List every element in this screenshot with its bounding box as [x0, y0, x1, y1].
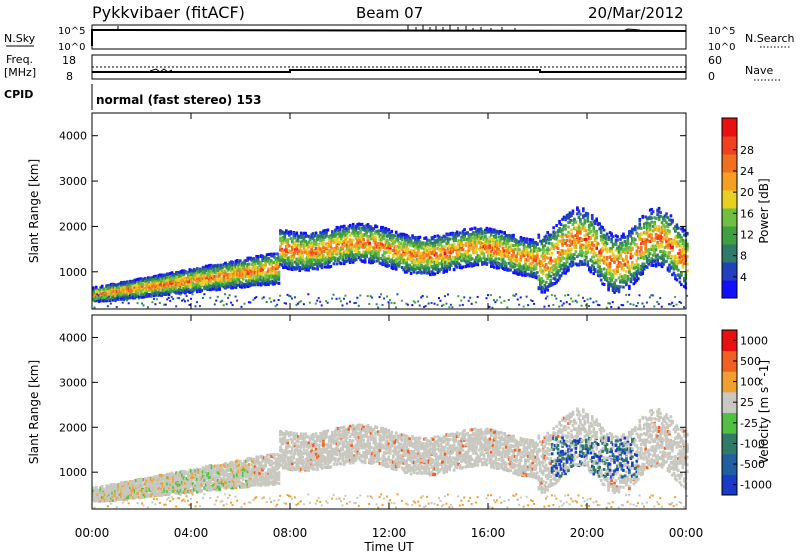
power-colorbar-segment — [722, 172, 737, 191]
velocity-colorbar-segment — [722, 412, 737, 434]
nsky-left-tick-bottom: 10^0 — [58, 42, 85, 53]
velocity-y-tick-label: 2000 — [59, 421, 87, 434]
power-colorbar-frame — [721, 117, 738, 299]
power-y-tick-label: 3000 — [59, 175, 87, 188]
velocity-colorbar-tick-label: -25 — [740, 417, 758, 430]
velocity-ylabel: Slant Range [km] — [27, 360, 41, 464]
freq-label-top: Freq. — [6, 53, 33, 66]
power-colorbar-segment — [722, 208, 737, 227]
x-tick-label: 20:00 — [570, 526, 605, 540]
power-y-tick-label: 2000 — [59, 220, 87, 233]
velocity-colorbar-segment — [722, 371, 737, 393]
velocity-colorbar-segment — [722, 474, 737, 496]
velocity-y-tick-label: 4000 — [59, 331, 87, 344]
nave-label: Nave — [745, 64, 773, 77]
power-colorbar-segment — [722, 226, 737, 245]
power-scatter — [92, 206, 689, 309]
station-title: Pykkvibaer (fitACF) — [92, 3, 245, 22]
nsearch-label: N.Search — [745, 32, 795, 45]
date-title: 20/Mar/2012 — [588, 4, 684, 22]
velocity-colorbar-tick-label: 500 — [740, 355, 761, 368]
power-colorbar-segment — [722, 136, 737, 155]
x-tick-label: 12:00 — [372, 526, 407, 540]
x-tick-label: 16:00 — [471, 526, 506, 540]
velocity-colorbar-tick-label: 1000 — [740, 334, 768, 347]
velocity-colorbar-tick-label: -100 — [740, 437, 765, 450]
power-colorbar-tick-label: 8 — [740, 250, 747, 263]
freq-trace — [92, 69, 686, 73]
nsky-left-tick-top: 10^5 — [58, 26, 85, 37]
cpid-label: CPID — [4, 88, 33, 101]
power-ylabel: Slant Range [km] — [27, 159, 41, 263]
x-tick-label: 00:00 — [669, 526, 704, 540]
cpid-text: normal (fast stereo) 153 — [96, 93, 262, 107]
nave-right-tick-bottom: 0 — [708, 70, 715, 83]
power-y-axis: 1000 2000 3000 4000 — [59, 130, 686, 279]
power-colorbar-segment — [722, 190, 737, 209]
nsky-panel: N.Sky 10^5 10^0 10^5 10^0 N.Search — [4, 24, 795, 53]
nsky-label: N.Sky — [4, 32, 36, 45]
freq-label-bottom: [MHz] — [4, 66, 36, 79]
velocity-colorbar-segment — [722, 453, 737, 475]
power-y-tick-label: 1000 — [59, 266, 87, 279]
beam-title: Beam 07 — [356, 4, 423, 22]
velocity-colorbar-segment — [722, 433, 737, 455]
x-tick-label: 00:00 — [75, 526, 110, 540]
velocity-y-axis: 1000 2000 3000 4000 — [59, 331, 686, 479]
power-colorbar-tick-label: 4 — [740, 271, 747, 284]
cpid-panel: CPID normal (fast stereo) 153 — [4, 84, 262, 110]
power-colorbar-segment — [722, 154, 737, 173]
nsearch-spikes — [117, 25, 641, 32]
freq-left-tick-top: 18 — [62, 54, 76, 67]
velocity-colorbar-segment — [722, 350, 737, 372]
power-colorbar-segment — [722, 118, 737, 137]
velocity-colorbar-tick-label: -1000 — [740, 479, 772, 492]
power-colorbar-tick-label: 24 — [740, 165, 754, 178]
velocity-colorbar: 1000 500 100 25 -25 -100 -500 -1000 — [721, 329, 772, 496]
power-colorbar: 4 8 12 16 20 24 28 — [721, 117, 754, 299]
power-colorbar-label: Power [dB] — [757, 178, 771, 243]
velocity-colorbar-tick-label: 100 — [740, 376, 761, 389]
time-xlabel: Time UT — [363, 540, 414, 554]
power-panel: 1000 2000 3000 4000 Slant Range [km] 4 8 12 16… — [27, 112, 771, 310]
power-colorbar-tick-label: 28 — [740, 144, 754, 157]
velocity-y-tick-label: 1000 — [59, 466, 87, 479]
nave-right-tick-top: 60 — [708, 54, 722, 67]
nsearch-right-tick-bottom: 10^0 — [708, 42, 735, 53]
velocity-panel: 1000 2000 3000 4000 00:00 04:00 08:00 12:00 16:… — [27, 113, 772, 554]
velocity-colorbar-segment — [722, 330, 737, 352]
velocity-colorbar-tick-label: -500 — [740, 458, 765, 471]
power-y-tick-label: 4000 — [59, 130, 87, 143]
freq-left-tick-bottom: 8 — [66, 70, 73, 83]
freq-panel: Freq. [MHz] 18 8 60 0 Nave — [4, 53, 780, 83]
time-x-axis: 00:00 04:00 08:00 12:00 16:00 20:00 00:00 — [75, 113, 704, 540]
x-tick-label: 08:00 — [273, 526, 308, 540]
power-colorbar-tick-label: 12 — [740, 228, 754, 241]
power-colorbar-segment — [722, 262, 737, 281]
velocity-scatter — [92, 407, 689, 509]
velocity-colorbar-segment — [722, 391, 737, 413]
power-colorbar-tick-label: 20 — [740, 186, 754, 199]
power-colorbar-segment — [722, 244, 737, 263]
velocity-y-tick-label: 3000 — [59, 376, 87, 389]
power-colorbar-tick-label: 16 — [740, 207, 754, 220]
nsky-trace — [91, 29, 687, 46]
nsearch-right-tick-top: 10^5 — [708, 26, 735, 37]
nave-wiggle — [149, 68, 173, 73]
x-tick-label: 04:00 — [174, 526, 209, 540]
velocity-colorbar-frame — [721, 329, 738, 496]
power-colorbar-segment — [722, 280, 737, 299]
velocity-colorbar-tick-label: 25 — [740, 396, 754, 409]
velocity-colorbar-label: Velocity [m s^-1] — [757, 360, 771, 464]
